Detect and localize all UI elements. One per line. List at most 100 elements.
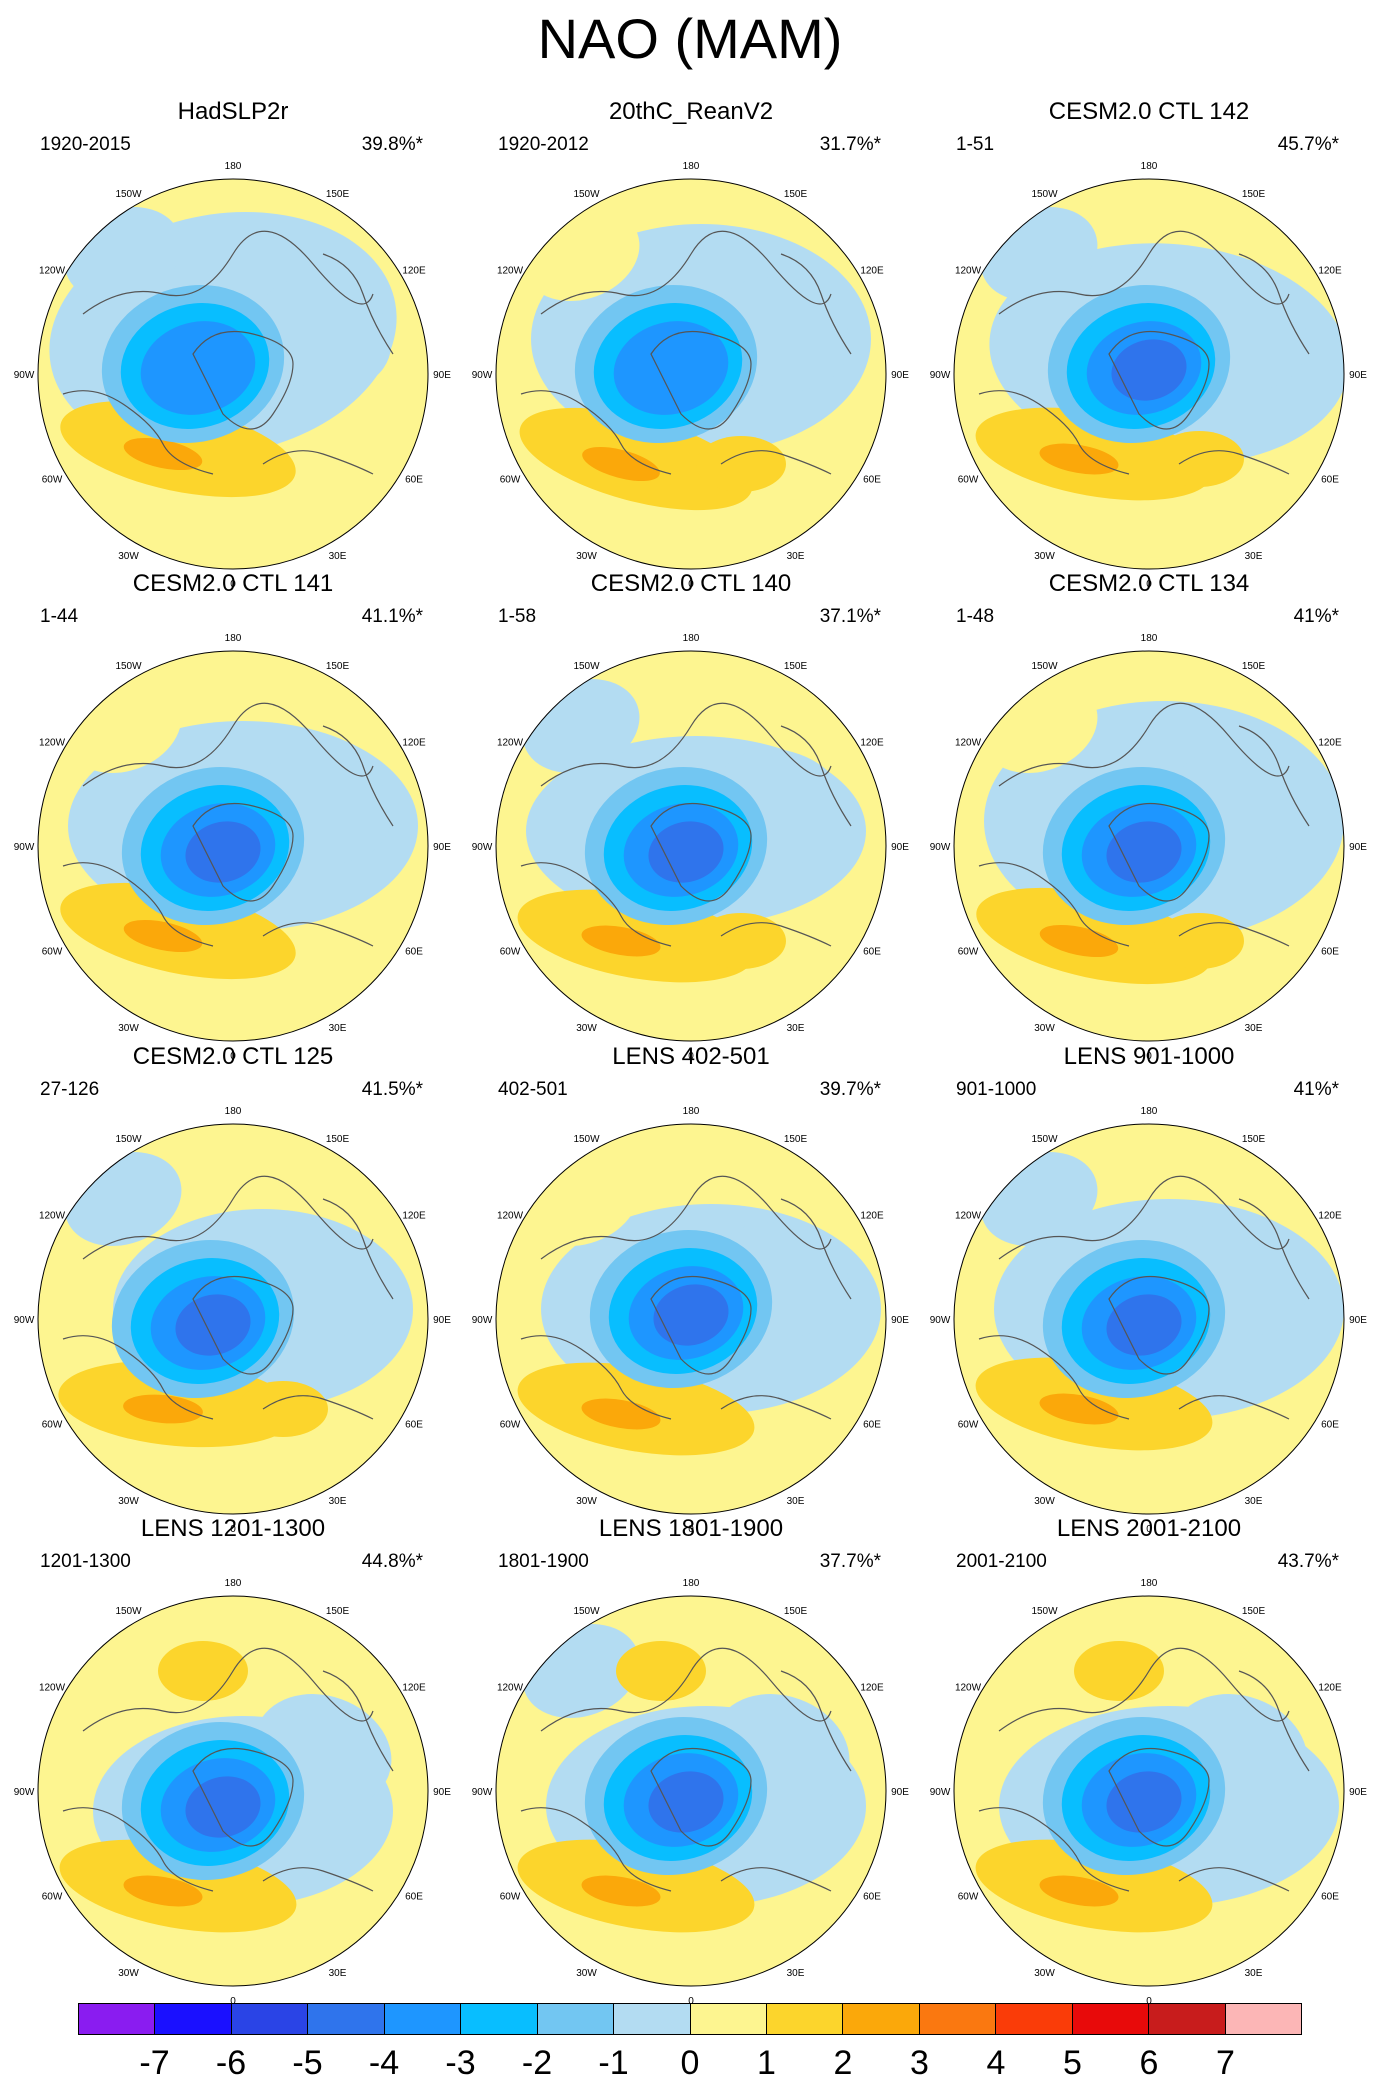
polar-map: 180 150E 120E 90E 60E 30E 0 30W 60W 90W 120W 150W [472,1578,910,2007]
positive-anomaly-core [581,1875,661,1907]
longitude-label: 180 [225,1106,242,1117]
polar-map: 180 150E 120E 90E 60E 30E 0 30W 60W 90W 120W 150W [472,633,910,1062]
longitude-label: 180 [683,1106,700,1117]
positive-anomaly-core [1039,924,1119,958]
longitude-label: 30E [329,551,347,562]
coastline [520,1175,852,1420]
colorbar-segment [155,2004,232,2034]
longitude-label: 30W [576,1968,597,1979]
longitude-label: 0 [1146,1524,1152,1535]
longitude-label: 90E [433,842,451,853]
panel-title: CESM2.0 CTL 125 [132,1043,334,1070]
positive-anomaly [158,1641,248,1701]
longitude-label: 120E [1318,266,1342,277]
longitude-label: 90E [891,842,909,853]
longitude-label: 150W [115,1134,142,1145]
colorbar-tick-label: 5 [1063,2044,1082,2082]
negative-core [1106,1771,1182,1833]
longitude-label: 0 [688,579,694,590]
longitude-label: 30W [118,1496,139,1507]
colorbar-tick-label: -6 [215,2044,247,2082]
colorbar-segment [614,2004,691,2034]
coastline [520,1647,852,1892]
longitude-label: 30E [1245,1023,1263,1034]
longitude-label: 150E [784,661,808,672]
colorbar-segment [919,2004,997,2034]
longitude-label: 120E [402,1683,426,1694]
longitude-label: 30W [576,1496,597,1507]
longitude-label: 60E [863,1892,881,1903]
positive-anomaly-core [1039,1393,1119,1425]
map-panel: 180 150E 120E 90E 60E 30E 0 30W 60W 90W 120W 150W LE… [3,1515,463,2007]
longitude-label: 150W [573,189,600,200]
longitude-label: 30E [787,551,805,562]
longitude-label: 180 [225,161,242,172]
map-boundary [495,650,887,1042]
longitude-label: 150E [326,189,350,200]
longitude-label: 120W [955,1211,982,1222]
longitude-label: 0 [688,1524,694,1535]
polar-map: 180 150E 120E 90E 60E 30E 0 30W 60W 90W 120W 150W [930,633,1368,1062]
coastline [520,230,852,475]
colorbar-segment [461,2004,538,2034]
longitude-label: 120W [955,266,982,277]
map-boundary [37,1595,429,1987]
colorbar-tick-label: -2 [521,2044,553,2082]
longitude-label: 150E [784,1606,808,1617]
longitude-label: 90W [472,1315,493,1326]
positive-anomaly [1074,1641,1164,1701]
polar-map: 180 150E 120E 90E 60E 30E 0 30W 60W 90W 120W 150W [14,1578,452,2007]
longitude-label: 60W [500,1892,521,1903]
longitude-label: 150W [1031,661,1058,672]
panel-variance-explained: 41%* [1293,1079,1339,1100]
coastline [520,702,852,947]
colorbar-segment [79,2004,156,2034]
panel-title: CESM2.0 CTL 134 [1048,570,1250,597]
negative-core [185,821,261,883]
longitude-label: 30E [1245,1968,1263,1979]
longitude-label: 120W [39,1683,66,1694]
colorbar-tick-label: 1 [757,2044,776,2082]
longitude-label: 180 [1141,1578,1158,1589]
longitude-label: 30E [329,1496,347,1507]
polar-map: 180 150E 120E 90E 60E 30E 0 30W 60W 90W 120W 150W [14,1106,452,1535]
longitude-label: 60E [1321,947,1339,958]
longitude-label: 180 [1141,633,1158,644]
longitude-label: 60W [500,475,521,486]
longitude-label: 60E [405,475,423,486]
longitude-label: 0 [688,1051,694,1062]
longitude-label: 60W [958,475,979,486]
longitude-label: 120W [497,1211,524,1222]
longitude-label: 180 [225,633,242,644]
negative-core [185,1776,261,1838]
longitude-label: 60W [42,1892,63,1903]
negative-region [254,277,392,391]
map-panel: 180 150E 120E 90E 60E 30E 0 30W 60W 90W 120W 150W Ha… [3,98,463,590]
longitude-label: 60W [42,475,63,486]
longitude-label: 90W [930,1787,951,1798]
positive-anomaly-core [123,1394,203,1424]
positive-anomaly-core [1039,1875,1119,1907]
panel-variance-explained: 43.7%* [1277,1551,1339,1572]
panel-variance-explained: 37.1%* [819,606,881,627]
colorbar-tick-label: 2 [833,2044,853,2082]
panel-title: LENS 2001-2100 [1056,1515,1242,1542]
colorbar-tick-label: 6 [1139,2044,1159,2082]
longitude-label: 120E [1318,738,1342,749]
longitude-label: 150E [1242,1134,1266,1145]
colorbar-segment [843,2004,920,2034]
longitude-label: 0 [1146,579,1152,590]
longitude-label: 120E [860,738,884,749]
longitude-label: 90W [14,842,35,853]
longitude-label: 120E [860,266,884,277]
panel-title: LENS 901-1000 [1063,1043,1235,1070]
panel-period: 1801-1900 [498,1551,589,1572]
colorbar-tick-label: -4 [368,2044,400,2082]
colorbar [78,2003,1302,2035]
longitude-label: 150W [573,1134,600,1145]
longitude-label: 90E [433,1315,451,1326]
longitude-label: 90E [433,1787,451,1798]
panel-title: 20thC_ReanV2 [608,98,774,125]
colorbar-tick-label: -7 [139,2044,170,2082]
negative-core [1111,339,1187,401]
